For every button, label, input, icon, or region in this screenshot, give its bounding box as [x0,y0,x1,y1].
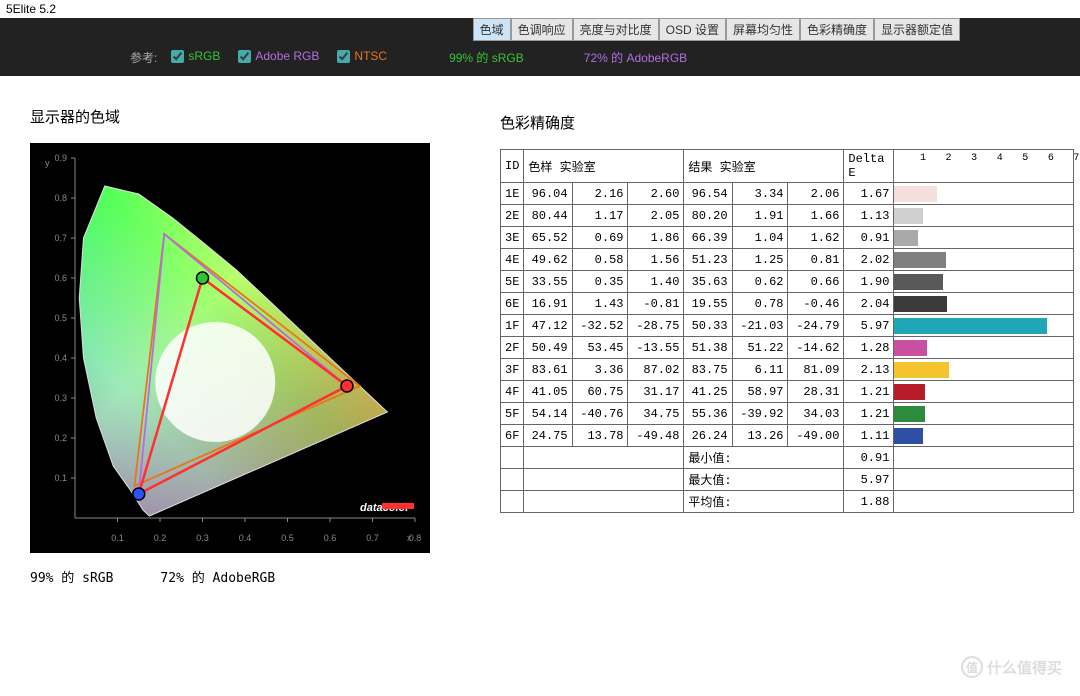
ref-check-2[interactable]: NTSC [337,49,387,63]
table-row: 1F47.12-32.52-28.7550.33-21.03-24.795.97 [501,315,1074,337]
table-row: 6E16.911.43-0.8119.550.78-0.462.04 [501,293,1074,315]
table-row: 5E33.550.351.4035.630.620.661.90 [501,271,1074,293]
table-row: 6F24.7513.78-49.4826.2413.26-49.001.11 [501,425,1074,447]
svg-text:0.7: 0.7 [54,233,67,243]
svg-text:0.5: 0.5 [54,313,67,323]
svg-text:0.4: 0.4 [239,533,252,543]
caption-adobe: 72% 的 AdobeRGB [160,571,275,586]
svg-text:0.6: 0.6 [54,273,67,283]
reference-label: 参考: [130,49,157,66]
table-row: 2E80.441.172.0580.201.911.661.13 [501,205,1074,227]
svg-text:0.7: 0.7 [366,533,379,543]
coverage-0: 99% 的 sRGB [449,49,524,66]
table-row: 3E65.520.691.8666.391.041.620.91 [501,227,1074,249]
coverage-1: 72% 的 AdobeRGB [584,49,687,66]
table-row: 4F41.0560.7531.1741.2558.9728.311.21 [501,381,1074,403]
table-row: 2F50.4953.45-13.5551.3851.22-14.621.28 [501,337,1074,359]
svg-text:x: x [407,533,412,543]
svg-text:0.5: 0.5 [281,533,294,543]
tab-5[interactable]: 色彩精确度 [800,18,874,41]
window-title: 5Elite 5.2 [0,0,1080,18]
caption-srgb: 99% 的 sRGB [30,571,113,586]
tab-6[interactable]: 显示器额定值 [874,18,960,41]
tab-2[interactable]: 亮度与对比度 [573,18,659,41]
tab-3[interactable]: OSD 设置 [659,18,726,41]
svg-text:0.3: 0.3 [54,393,67,403]
watermark-icon: 值 [961,656,983,678]
svg-text:0.6: 0.6 [324,533,337,543]
tab-bar: 色域色调响应亮度与对比度OSD 设置屏幕均匀性色彩精确度显示器额定值 [0,18,1080,41]
table-row: 5F54.14-40.7634.7555.36-39.9234.031.21 [501,403,1074,425]
tab-1[interactable]: 色调响应 [511,18,573,41]
table-row: 4E49.620.581.5651.231.250.812.02 [501,249,1074,271]
ref-check-1[interactable]: Adobe RGB [238,49,319,63]
svg-text:0.1: 0.1 [54,473,67,483]
gamut-title: 显示器的色域 [30,106,460,127]
ref-check-0[interactable]: sRGB [171,49,220,63]
watermark-text: 什么值得买 [987,657,1062,678]
svg-text:0.9: 0.9 [54,153,67,163]
svg-text:0.4: 0.4 [54,353,67,363]
cie-diagram: 0.1 0.2 0.3 0.4 0.5 0.6 0.7 0.8 0.1 0.2 0.3 0.4 0.5 0… [30,143,430,553]
tab-0[interactable]: 色域 [473,18,511,41]
svg-text:0.2: 0.2 [54,433,67,443]
tab-4[interactable]: 屏幕均匀性 [726,18,800,41]
table-row: 1E96.042.162.6096.543.342.061.67 [501,183,1074,205]
watermark: 值 什么值得买 [961,656,1062,678]
accuracy-title: 色彩精确度 [500,112,1080,133]
reference-bar: 参考: sRGB Adobe RGB NTSC 99% 的 sRGB 72% 的 … [0,41,1080,76]
svg-text:0.2: 0.2 [154,533,167,543]
table-row: 3F83.613.3687.0283.756.1181.092.13 [501,359,1074,381]
accuracy-table: ID色样 实验室结果 实验室Delta E12345671E96.042.162… [500,149,1074,513]
svg-text:0.3: 0.3 [196,533,209,543]
svg-text:y: y [45,158,50,168]
svg-text:0.8: 0.8 [54,193,67,203]
svg-text:0.1: 0.1 [111,533,124,543]
